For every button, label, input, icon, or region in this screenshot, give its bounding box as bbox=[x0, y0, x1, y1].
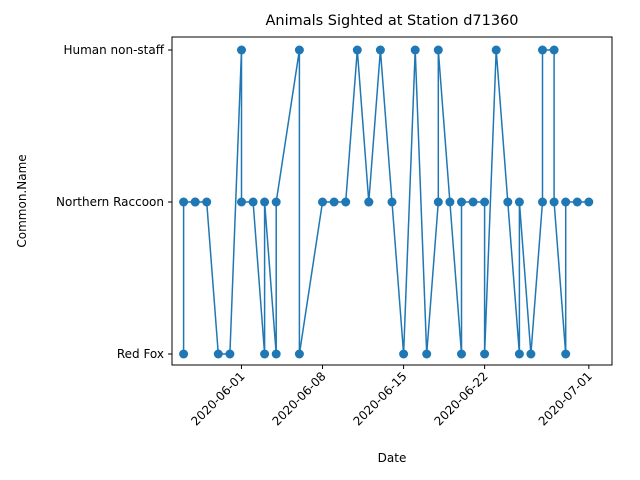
data-point bbox=[329, 197, 339, 207]
data-point bbox=[410, 45, 420, 55]
data-point bbox=[480, 197, 490, 207]
data-point bbox=[248, 197, 258, 207]
data-point bbox=[526, 349, 536, 359]
data-point bbox=[213, 349, 223, 359]
data-point bbox=[271, 197, 281, 207]
data-point bbox=[341, 197, 351, 207]
data-point bbox=[468, 197, 478, 207]
data-point bbox=[190, 197, 200, 207]
y-axis-label: Common.Name bbox=[15, 154, 29, 247]
data-point bbox=[584, 197, 594, 207]
y-tick-label: Human non-staff bbox=[63, 43, 164, 57]
data-point bbox=[294, 45, 304, 55]
data-point bbox=[433, 45, 443, 55]
data-point bbox=[514, 349, 524, 359]
data-point bbox=[433, 197, 443, 207]
series-line bbox=[182, 49, 589, 355]
data-point bbox=[179, 349, 189, 359]
data-point bbox=[399, 349, 409, 359]
data-point bbox=[538, 45, 547, 55]
data-point bbox=[260, 197, 270, 207]
y-tick-label: Northern Raccoon bbox=[56, 195, 164, 209]
data-point bbox=[225, 349, 235, 359]
chart-title: Animals Sighted at Station d71360 bbox=[265, 13, 518, 29]
data-point bbox=[271, 349, 281, 359]
data-point bbox=[503, 197, 513, 207]
data-point bbox=[364, 197, 374, 207]
data-point bbox=[202, 197, 212, 207]
data-point bbox=[387, 197, 397, 207]
plot-area bbox=[179, 45, 594, 359]
data-point bbox=[561, 197, 571, 207]
data-point bbox=[294, 349, 304, 359]
data-point bbox=[514, 197, 524, 207]
data-point bbox=[457, 197, 466, 207]
data-point bbox=[549, 197, 559, 207]
x-axis-label: Date bbox=[378, 451, 407, 465]
data-point bbox=[480, 349, 490, 359]
data-point bbox=[457, 349, 466, 359]
data-point bbox=[549, 45, 559, 55]
data-point bbox=[260, 349, 270, 359]
data-point bbox=[445, 197, 455, 207]
data-point bbox=[491, 45, 501, 55]
y-axis: Red Fox Northern Raccoon Human non-staff bbox=[56, 43, 172, 361]
data-point bbox=[237, 197, 246, 207]
data-point bbox=[352, 45, 362, 55]
data-point bbox=[375, 45, 385, 55]
data-point bbox=[422, 349, 432, 359]
data-point bbox=[237, 45, 246, 55]
data-point bbox=[179, 197, 189, 207]
data-point bbox=[318, 197, 327, 207]
y-tick-label: Red Fox bbox=[117, 347, 164, 361]
axes-frame bbox=[171, 36, 613, 366]
data-point bbox=[561, 349, 571, 359]
data-point bbox=[538, 197, 547, 207]
data-point bbox=[572, 197, 582, 207]
